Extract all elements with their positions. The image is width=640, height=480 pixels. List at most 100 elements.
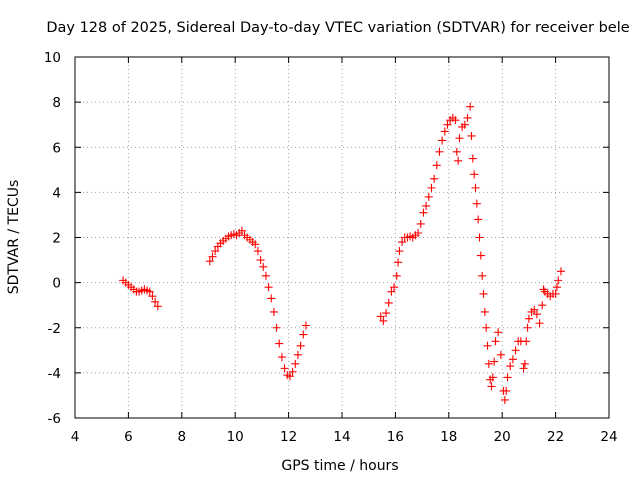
data-point [502, 386, 511, 395]
data-point [451, 116, 460, 125]
x-tick-label: 4 [71, 429, 80, 445]
x-tick-label: 6 [124, 429, 133, 445]
data-point [280, 364, 289, 373]
data-point [277, 353, 286, 362]
data-point [506, 362, 515, 371]
data-point [264, 283, 273, 292]
data-point [483, 341, 492, 350]
y-tick-labels: -6 -4 -2 0 2 4 6 8 10 [44, 50, 61, 427]
data-point [259, 262, 268, 271]
data-point [455, 134, 464, 143]
data-point [382, 309, 391, 318]
data-point [419, 208, 428, 217]
data-point [379, 316, 388, 325]
x-tick-label: 14 [333, 429, 350, 445]
data-point [530, 305, 539, 314]
x-tick-label: 18 [440, 429, 457, 445]
data-point [496, 350, 505, 359]
data-point [438, 136, 447, 145]
data-point [432, 161, 441, 170]
data-point [293, 350, 302, 359]
data-point [384, 298, 393, 307]
data-point [491, 337, 500, 346]
y-tick-label: -2 [48, 321, 61, 337]
y-tick-label: -4 [48, 366, 61, 382]
y-tick-label: 0 [52, 276, 61, 292]
data-point [390, 283, 399, 292]
data-point [520, 359, 529, 368]
data-point [435, 147, 444, 156]
data-point [275, 339, 284, 348]
data-point [556, 267, 565, 276]
data-point [424, 192, 433, 201]
data-point [296, 341, 305, 350]
data-point [416, 219, 425, 228]
data-point [480, 307, 489, 316]
data-point [524, 314, 533, 323]
x-axis-label: GPS time / hours [281, 458, 398, 474]
x-tick-label: 12 [280, 429, 297, 445]
data-point [468, 154, 477, 163]
chart-title: Day 128 of 2025, Sidereal Day-to-day VTE… [46, 20, 629, 36]
data-point [251, 240, 260, 249]
data-point [488, 373, 497, 382]
data-point [523, 323, 532, 332]
y-tick-label: 8 [52, 95, 61, 111]
data-point [454, 156, 463, 165]
plot-frame [74, 56, 610, 419]
data-point [511, 346, 520, 355]
data-point [269, 307, 278, 316]
data-point [478, 271, 487, 280]
data-point [145, 287, 154, 296]
data-point [288, 367, 297, 376]
data-point [554, 276, 563, 285]
data-point [422, 201, 431, 210]
data-point [285, 372, 294, 381]
data-point [494, 328, 503, 337]
data-point [535, 319, 544, 328]
x-tick-label: 24 [600, 429, 617, 445]
data-point [490, 357, 499, 366]
data-point [452, 147, 461, 156]
data-point [466, 102, 475, 111]
data-point [208, 252, 217, 261]
data-point [299, 330, 308, 339]
data-point [463, 113, 472, 122]
x-tick-label: 10 [227, 429, 244, 445]
data-point [532, 310, 541, 319]
data-point [267, 294, 276, 303]
data-point [460, 120, 469, 129]
data-point [430, 174, 439, 183]
data-point [503, 373, 512, 382]
data-point [272, 323, 281, 332]
data-point [291, 359, 300, 368]
data-point [256, 256, 265, 265]
data-point [474, 215, 483, 224]
y-tick-label: 2 [52, 231, 61, 247]
data-point [508, 355, 517, 364]
data-point [482, 323, 491, 332]
data-point [484, 359, 493, 368]
data-point [475, 233, 484, 242]
data-point [392, 271, 401, 280]
data-point [237, 226, 246, 235]
y-tick-label: 10 [44, 50, 61, 66]
data-point [376, 312, 385, 321]
data-point [470, 170, 479, 179]
data-point [443, 120, 452, 129]
y-tick-label: 4 [52, 185, 61, 201]
grid-lines [75, 57, 609, 418]
y-tick-label: -6 [48, 411, 61, 427]
x-tick-label: 22 [547, 429, 564, 445]
data-point [427, 183, 436, 192]
data-point [301, 321, 310, 330]
data-point [467, 131, 476, 140]
x-tick-label: 8 [178, 429, 187, 445]
data-point [211, 247, 220, 256]
data-points [119, 102, 565, 404]
data-point [261, 271, 270, 280]
x-tick-labels: 4 6 8 10 12 14 16 18 20 22 24 [71, 429, 618, 445]
y-axis-label: SDTVAR / TECUs [6, 180, 22, 295]
data-point [551, 289, 560, 298]
